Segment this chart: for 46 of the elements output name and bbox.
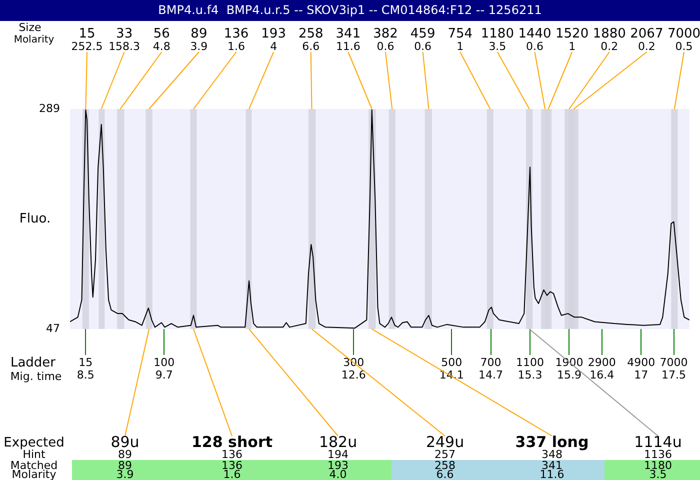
y-tick-label: 47 [46, 322, 60, 335]
annotation: 1880 0.2 [592, 26, 626, 53]
text: 700 [480, 356, 502, 369]
text: 100 [154, 356, 175, 369]
annotation: 56 4.8 [152, 26, 170, 53]
chart-title: BMP4.u.f4 BMP4.u.r.5 -- SKOV3ip1 -- CM014864:F12 -- 1256211 [158, 3, 542, 18]
annotation: 754 1 [448, 26, 473, 53]
annotation: 2067 0.2 [630, 26, 664, 53]
text: 1900 [555, 356, 584, 369]
x-tick-label: 15.3 [518, 368, 542, 382]
text: Expected [4, 435, 64, 450]
text: Hint [22, 448, 46, 461]
x-tick-label: 17.5 [662, 368, 686, 382]
annotation: 89 3.9 [190, 26, 208, 53]
text: Ladder [10, 355, 56, 370]
annotation: 33 158.3 [108, 26, 140, 53]
x-tick-label: 14.7 [478, 368, 504, 382]
x-tick-label: 12.6 [341, 368, 366, 382]
text: 4900 [627, 356, 656, 369]
annotation: 1520 1 [556, 26, 589, 53]
annotation: 15 252.5 [71, 26, 103, 53]
annotation: 382 0.6 [373, 26, 398, 53]
x-tick-label: 15.9 [556, 368, 582, 382]
text: 3.5 [649, 468, 667, 480]
text: 2900 [588, 356, 616, 369]
x-tick-label: 9.7 [155, 368, 173, 382]
x-tick-label: 17 [634, 368, 648, 382]
annotation: 459 0.6 [410, 26, 436, 53]
text: Mig. time [10, 370, 62, 383]
text: 7000 [660, 356, 688, 369]
x-tick-label: 8.5 [76, 368, 94, 382]
y-tick-label: 289 [39, 102, 60, 115]
text: Size [18, 20, 42, 34]
annotation: 1180 3.5 [480, 26, 514, 53]
annotation: 193 4 [261, 26, 286, 53]
text: 1100 [516, 356, 544, 369]
text: Molarity [14, 34, 54, 46]
x-tick-label: 16.4 [590, 368, 614, 382]
y-axis-title: Fluo. [19, 211, 51, 226]
text: 500 [441, 356, 462, 369]
annotation: 7000 0.5 [667, 26, 700, 53]
annotation: 1440 0.6 [518, 26, 552, 53]
annotation: 258 6.6 [298, 26, 324, 53]
annotation: 136 1.6 [224, 26, 249, 53]
annotation: 341 11.6 [336, 26, 361, 53]
text: 15 [78, 356, 93, 369]
